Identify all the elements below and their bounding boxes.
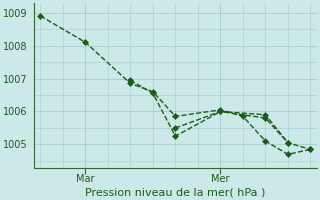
X-axis label: Pression niveau de la mer( hPa ): Pression niveau de la mer( hPa ) (85, 187, 266, 197)
